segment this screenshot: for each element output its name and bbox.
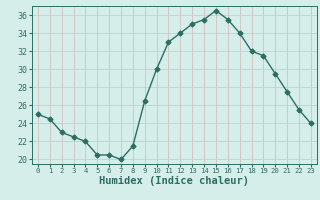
X-axis label: Humidex (Indice chaleur): Humidex (Indice chaleur)	[100, 176, 249, 186]
